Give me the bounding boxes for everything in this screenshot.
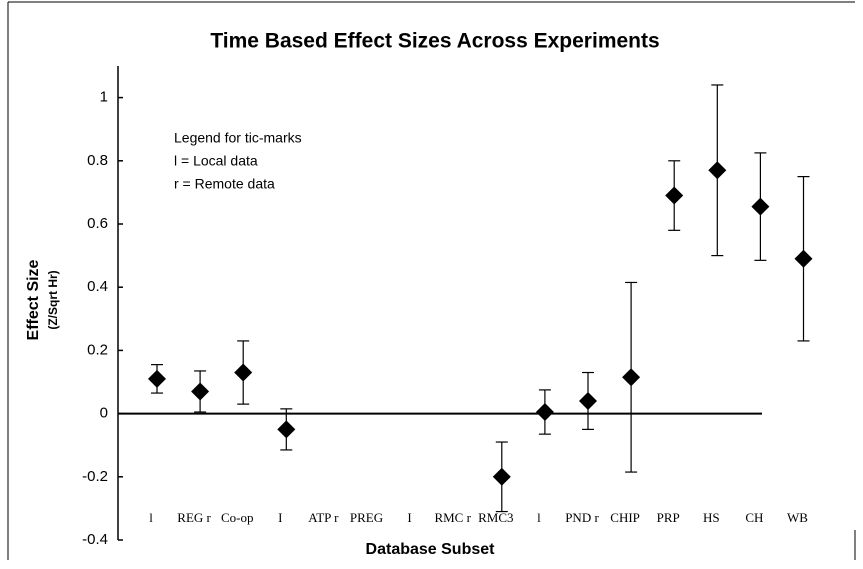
point — [277, 420, 296, 439]
x-tick-label: I — [278, 510, 282, 525]
y-tick-label: -0.2 — [82, 468, 108, 485]
x-tick-label: l — [537, 510, 541, 525]
point — [234, 363, 253, 382]
y-tick-label: 0.6 — [87, 215, 108, 232]
x-tick-label: RMC3 — [478, 510, 513, 525]
y-tick-label: 0.4 — [87, 278, 108, 295]
x-tick-label: PND r — [565, 510, 599, 525]
y-tick-label: 0 — [100, 405, 108, 422]
x-tick-label: PRP — [657, 510, 680, 525]
point — [148, 369, 166, 388]
y-tick-label: 0.2 — [87, 341, 108, 358]
y-axis-sublabel: (Z/Sqrt Hr) — [46, 270, 60, 329]
point — [622, 368, 641, 387]
annotation: l = Local data — [174, 153, 258, 169]
y-tick-label: 1 — [100, 89, 108, 106]
x-axis-label: Database Subset — [366, 541, 496, 558]
point — [708, 161, 727, 180]
x-tick-label: l — [149, 510, 153, 525]
chart-title: Time Based Effect Sizes Across Experimen… — [210, 30, 659, 53]
x-tick-label: I — [407, 510, 411, 525]
point — [665, 186, 684, 205]
x-tick-label: HS — [703, 510, 720, 525]
x-tick-label: ATP r — [308, 510, 339, 525]
x-tick-label: PREG — [350, 510, 383, 525]
x-tick-label: RMC r — [434, 510, 471, 525]
x-tick-label: CHIP — [610, 510, 640, 525]
point — [751, 197, 770, 216]
y-tick-label: -0.4 — [82, 531, 108, 548]
x-tick-label: Co-op — [221, 510, 254, 525]
x-tick-label: WB — [787, 510, 808, 525]
point — [191, 382, 210, 401]
y-tick-label: 0.8 — [87, 152, 108, 169]
point — [794, 249, 813, 268]
point — [579, 391, 597, 410]
annotation: Legend for tic-marks — [174, 130, 302, 146]
x-tick-label: CH — [745, 510, 763, 525]
y-axis-label: Effect Size — [25, 259, 42, 340]
x-tick-label: REG r — [177, 510, 211, 525]
point — [492, 467, 511, 486]
annotation: r = Remote data — [174, 176, 275, 192]
point — [535, 403, 554, 422]
